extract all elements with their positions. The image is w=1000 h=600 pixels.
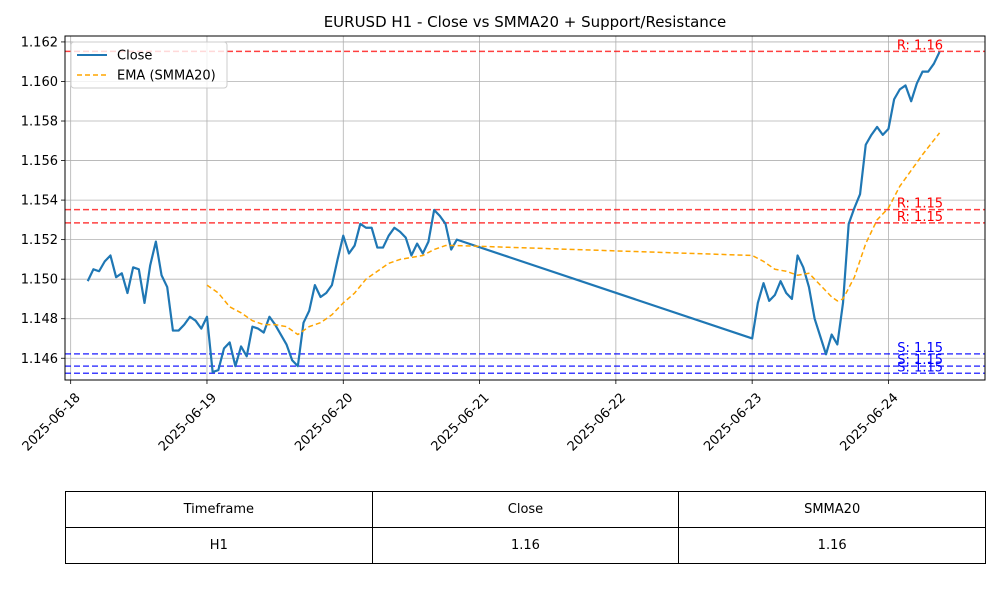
table-header-row: Timeframe Close SMMA20 (65, 491, 986, 528)
x-tick-label: 2025-06-20 (292, 390, 356, 454)
y-tick-label: 1.154 (21, 194, 58, 209)
level-labels: R: 1.16R: 1.15R: 1.15S: 1.15S: 1.15S: 1.… (897, 38, 943, 375)
table-cell: H1 (65, 527, 373, 564)
x-tick-label: 2025-06-23 (701, 390, 765, 454)
x-tick-label: 2025-06-22 (565, 390, 629, 454)
y-tick-label: 1.150 (21, 273, 58, 288)
table-cell: 1.16 (678, 527, 986, 564)
y-axis: 1.146 1.148 1.150 1.152 1.154 1.156 1.158 1.160… (21, 35, 65, 367)
y-tick-label: 1.162 (21, 35, 58, 50)
support-label: S: 1.15 (897, 360, 943, 375)
table-cell: 1.16 (371, 527, 680, 564)
y-tick-label: 1.160 (21, 75, 58, 90)
stats-table-container: Timeframe Close SMMA20 H1 1.16 1.16 (65, 491, 986, 564)
chart-title: EURUSD H1 - Close vs SMMA20 + Support/Re… (324, 13, 727, 31)
x-tick-label: 2025-06-19 (156, 390, 220, 454)
table-header-cell: SMMA20 (678, 491, 986, 528)
grid (65, 36, 985, 380)
legend-box (70, 41, 228, 89)
support-label: S: 1.15 (897, 353, 943, 368)
legend-label-smma: EMA (SMMA20) (117, 69, 216, 84)
x-tick-label: 2025-06-21 (429, 390, 493, 454)
plot-frame (64, 35, 986, 381)
table-header-cell: Timeframe (65, 491, 373, 528)
legend: Close EMA (SMMA20) (70, 41, 228, 89)
series (86, 51, 941, 374)
y-tick-label: 1.148 (21, 312, 58, 327)
y-tick-label: 1.152 (21, 233, 58, 248)
support-label: S: 1.15 (897, 341, 943, 356)
x-tick-label: 2025-06-18 (20, 390, 84, 454)
resistance-label: R: 1.16 (897, 38, 943, 53)
resistance-label: R: 1.15 (897, 197, 943, 212)
stats-table: Timeframe Close SMMA20 H1 1.16 1.16 (65, 491, 986, 564)
y-tick-label: 1.156 (21, 154, 58, 169)
resistance-label: R: 1.15 (897, 210, 943, 225)
smma20-line (206, 132, 941, 336)
plot-area (65, 36, 985, 380)
close-line (86, 51, 941, 374)
x-tick-label: 2025-06-24 (837, 390, 901, 454)
y-tick-label: 1.146 (21, 352, 58, 367)
table-header-cell: Close (371, 491, 680, 528)
legend-label-close: Close (117, 49, 152, 64)
table-row: H1 1.16 1.16 (65, 527, 986, 564)
x-axis: 2025-06-18 2025-06-19 2025-06-20 2025-06-21… (20, 380, 902, 454)
chart: R: 1.16R: 1.15R: 1.15S: 1.15S: 1.15S: 1.… (20, 13, 986, 454)
y-tick-label: 1.158 (21, 115, 58, 130)
